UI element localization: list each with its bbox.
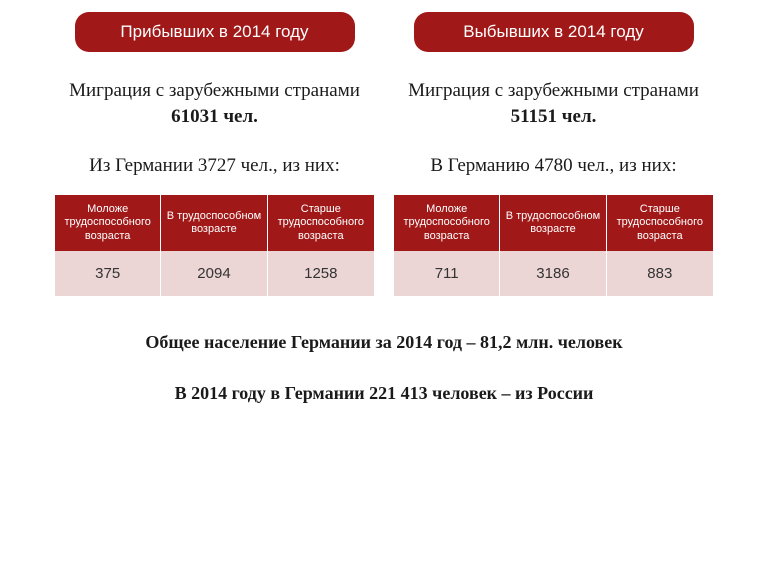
departures-table: Моложе трудоспособного возраста 711 В тр… — [394, 195, 713, 296]
departures-country-line: В Германию 4780 чел., из них: — [394, 155, 713, 177]
departures-column: Выбывших в 2014 году Миграция с зарубежн… — [394, 0, 713, 296]
arrivals-header: Прибывших в 2014 году — [75, 12, 355, 52]
departures-migration-prefix: Миграция с зарубежными странами — [408, 80, 699, 101]
table-col: Старше трудоспособного возраста 1258 — [268, 195, 374, 296]
table-cell: 883 — [607, 251, 713, 296]
table-cell: 1258 — [268, 251, 374, 296]
table-cell: 2094 — [161, 251, 267, 296]
table-header: Старше трудоспособного возраста — [268, 195, 374, 251]
table-cell: 375 — [55, 251, 161, 296]
table-col: В трудоспособном возрасте 2094 — [161, 195, 267, 296]
arrivals-migration-prefix: Миграция с зарубежными странами — [69, 80, 360, 101]
table-header: В трудоспособном возрасте — [500, 195, 606, 251]
table-header: Старше трудоспособного возраста — [607, 195, 713, 251]
table-header: Моложе трудоспособного возраста — [394, 195, 500, 251]
table-cell: 3186 — [500, 251, 606, 296]
departures-migration-value: 51151 чел. — [511, 106, 597, 127]
departures-migration-text: Миграция с зарубежными странами 51151 че… — [394, 78, 713, 129]
table-col: Моложе трудоспособного возраста 375 — [55, 195, 161, 296]
table-col: Моложе трудоспособного возраста 711 — [394, 195, 500, 296]
table-col: Старше трудоспособного возраста 883 — [607, 195, 713, 296]
departures-header: Выбывших в 2014 году — [414, 12, 694, 52]
table-col: В трудоспособном возрасте 3186 — [500, 195, 606, 296]
summary-russian-origin: В 2014 году в Германии 221 413 человек –… — [0, 383, 768, 404]
arrivals-migration-text: Миграция с зарубежными странами 61031 че… — [55, 78, 374, 129]
arrivals-column: Прибывших в 2014 году Миграция с зарубеж… — [55, 0, 374, 296]
main-columns: Прибывших в 2014 году Миграция с зарубеж… — [0, 0, 768, 296]
arrivals-table: Моложе трудоспособного возраста 375 В тр… — [55, 195, 374, 296]
arrivals-migration-value: 61031 чел. — [171, 106, 258, 127]
summary-population: Общее население Германии за 2014 год – 8… — [0, 332, 768, 353]
table-header: В трудоспособном возрасте — [161, 195, 267, 251]
summary-section: Общее население Германии за 2014 год – 8… — [0, 332, 768, 404]
arrivals-country-line: Из Германии 3727 чел., из них: — [55, 155, 374, 177]
table-header: Моложе трудоспособного возраста — [55, 195, 161, 251]
table-cell: 711 — [394, 251, 500, 296]
